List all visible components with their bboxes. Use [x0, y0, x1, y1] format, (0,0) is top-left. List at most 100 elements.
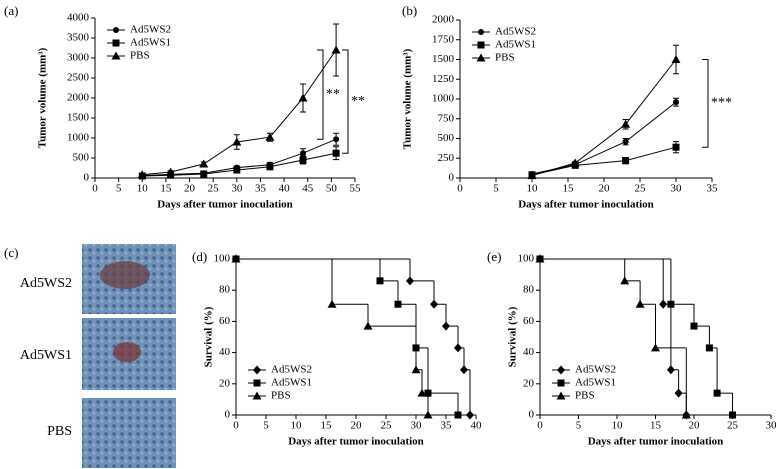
- x-tick-label: 50: [326, 183, 338, 195]
- marker: [265, 132, 275, 141]
- legend-label: Ad5WS1: [130, 37, 171, 49]
- x-tick-label: 35: [707, 183, 719, 195]
- marker: [729, 411, 736, 419]
- marker: [253, 365, 261, 375]
- marker: [300, 150, 306, 157]
- legend-label: Ad5WS2: [271, 364, 312, 376]
- marker: [671, 55, 681, 63]
- y-tick-label: 100: [214, 253, 231, 265]
- x-tick-label: 25: [208, 183, 220, 195]
- y-tick-label: 1000: [432, 93, 455, 105]
- marker: [137, 170, 147, 179]
- marker: [527, 171, 537, 180]
- stain: [113, 342, 141, 362]
- x-tick-label: 15: [650, 420, 662, 432]
- legend-label: Ad5WS1: [495, 39, 536, 51]
- x-tick-label: 20: [184, 183, 196, 195]
- marker: [674, 388, 683, 398]
- histology-image: [82, 398, 176, 468]
- marker: [112, 39, 120, 47]
- significance-bracket: [317, 49, 324, 140]
- marker: [466, 410, 474, 420]
- y-tick-label: 3500: [67, 32, 90, 44]
- legend-label: Ad5WS2: [130, 24, 171, 36]
- x-axis-label: Days after tumor inoculation: [157, 199, 293, 211]
- x-axis-label: Days after tumor inoculation: [588, 436, 724, 448]
- y-tick-label: 60: [219, 315, 231, 327]
- x-tick-label: 30: [766, 420, 778, 432]
- panel-label: (e): [487, 249, 501, 264]
- marker: [673, 99, 679, 106]
- marker: [266, 163, 274, 171]
- y-tick-label: 0: [529, 409, 535, 421]
- legend-label: PBS: [575, 390, 595, 402]
- marker: [557, 379, 565, 387]
- x-tick-label: 30: [231, 183, 243, 195]
- marker: [299, 156, 307, 164]
- y-tick-label: 100: [518, 253, 535, 265]
- y-tick-label: 1000: [67, 132, 90, 144]
- y-tick-label: 80: [219, 284, 231, 296]
- x-tick-label: 15: [321, 420, 333, 432]
- marker: [417, 388, 427, 397]
- y-tick-label: 1500: [67, 112, 90, 124]
- y-tick-label: 1500: [432, 53, 455, 65]
- x-tick-label: 55: [350, 183, 362, 195]
- y-tick-label: 1750: [432, 33, 455, 45]
- y-tick-label: 40: [523, 346, 535, 358]
- x-tick-label: 0: [233, 420, 239, 432]
- x-tick-label: 5: [263, 420, 269, 432]
- y-tick-label: 1250: [432, 73, 455, 85]
- marker: [622, 138, 629, 145]
- x-tick-label: 35: [255, 183, 267, 195]
- marker: [667, 300, 675, 308]
- marker: [620, 276, 630, 285]
- marker: [454, 343, 462, 353]
- x-tick-label: 15: [160, 183, 172, 195]
- stain: [100, 261, 150, 289]
- x-tick-label: 20: [599, 183, 611, 195]
- marker: [672, 143, 680, 151]
- marker: [713, 389, 721, 397]
- panel-label: (b): [402, 3, 417, 18]
- marker: [442, 321, 450, 331]
- marker: [621, 119, 631, 128]
- y-tick-label: 80: [523, 284, 535, 296]
- panel-label: (a): [4, 3, 18, 18]
- marker: [705, 344, 713, 352]
- legend-label: PBS: [495, 52, 515, 64]
- marker: [430, 299, 438, 309]
- image-label: PBS: [47, 424, 72, 439]
- series-line: [531, 59, 677, 177]
- legend-label: Ad5WS1: [575, 377, 616, 389]
- marker: [232, 137, 242, 146]
- y-tick-label: 3000: [67, 52, 90, 64]
- marker: [394, 300, 402, 308]
- x-tick-label: 10: [612, 420, 624, 432]
- marker: [666, 365, 675, 375]
- marker: [556, 391, 566, 400]
- x-tick-label: 45: [302, 183, 314, 195]
- x-tick-label: 40: [471, 420, 483, 432]
- marker: [113, 27, 119, 33]
- y-tick-label: 0: [84, 172, 90, 184]
- x-tick-label: 5: [116, 183, 122, 195]
- marker: [363, 321, 373, 330]
- image-label: Ad5WS2: [20, 276, 72, 291]
- series-line: [531, 101, 677, 175]
- y-tick-label: 0: [225, 409, 231, 421]
- x-tick-label: 5: [576, 420, 582, 432]
- x-tick-label: 40: [279, 183, 291, 195]
- marker: [298, 93, 308, 102]
- y-tick-label: 2000: [67, 92, 90, 104]
- marker: [423, 410, 433, 419]
- marker: [622, 157, 630, 165]
- y-tick-label: 2000: [432, 14, 455, 26]
- marker: [478, 29, 484, 35]
- marker: [659, 299, 668, 309]
- marker: [252, 391, 262, 400]
- y-tick-label: 500: [438, 132, 455, 144]
- x-tick-label: 0: [537, 420, 543, 432]
